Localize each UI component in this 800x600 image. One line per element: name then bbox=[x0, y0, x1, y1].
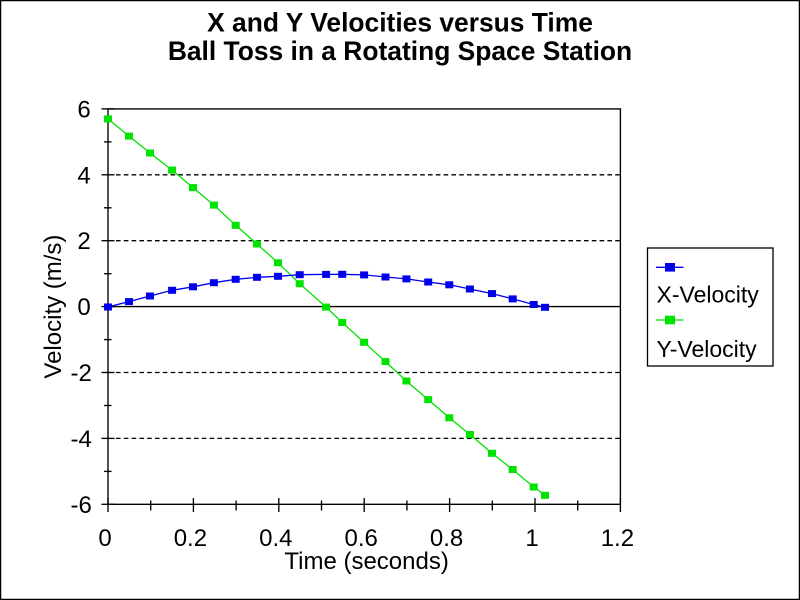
svg-text:-6: -6 bbox=[70, 492, 91, 519]
svg-text:Y-Velocity: Y-Velocity bbox=[657, 336, 758, 362]
svg-text:-2: -2 bbox=[70, 360, 91, 387]
svg-text:6: 6 bbox=[77, 96, 90, 123]
svg-text:1.2: 1.2 bbox=[601, 525, 634, 552]
svg-text:X-Velocity: X-Velocity bbox=[657, 282, 760, 308]
svg-text:Ball Toss in a Rotating Space: Ball Toss in a Rotating Space Station bbox=[168, 36, 632, 66]
svg-text:4: 4 bbox=[77, 162, 90, 189]
svg-text:0.4: 0.4 bbox=[259, 525, 292, 552]
svg-text:Velocity (m/s): Velocity (m/s) bbox=[40, 235, 67, 379]
svg-text:0.2: 0.2 bbox=[174, 525, 207, 552]
svg-text:0.8: 0.8 bbox=[430, 525, 463, 552]
svg-text:0.6: 0.6 bbox=[345, 525, 378, 552]
svg-text:X and Y Velocities versus Time: X and Y Velocities versus Time bbox=[207, 8, 593, 38]
svg-text:1: 1 bbox=[525, 525, 538, 552]
svg-text:Time (seconds): Time (seconds) bbox=[284, 548, 448, 575]
svg-text:0: 0 bbox=[77, 294, 90, 321]
svg-text:-4: -4 bbox=[70, 426, 91, 453]
svg-text:2: 2 bbox=[77, 228, 90, 255]
svg-text:0: 0 bbox=[98, 525, 111, 552]
